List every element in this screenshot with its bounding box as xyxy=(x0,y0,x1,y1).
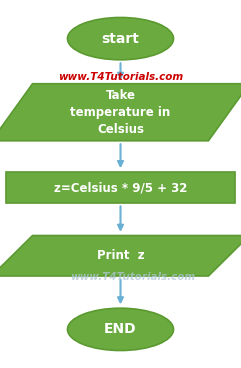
Bar xyxy=(6,172,235,203)
Text: www.T4Tutorials.com: www.T4Tutorials.com xyxy=(70,272,195,282)
Text: www.T4Tutorials.com: www.T4Tutorials.com xyxy=(58,72,183,82)
Ellipse shape xyxy=(67,308,174,350)
Text: END: END xyxy=(104,322,137,336)
Ellipse shape xyxy=(67,17,174,60)
Text: z=Celsius * 9/5 + 32: z=Celsius * 9/5 + 32 xyxy=(54,181,187,194)
Text: start: start xyxy=(101,32,140,46)
Polygon shape xyxy=(0,84,241,141)
Polygon shape xyxy=(0,236,241,276)
Text: Take
temperature in
Celsius: Take temperature in Celsius xyxy=(70,89,171,136)
Text: Print  z: Print z xyxy=(97,249,144,262)
